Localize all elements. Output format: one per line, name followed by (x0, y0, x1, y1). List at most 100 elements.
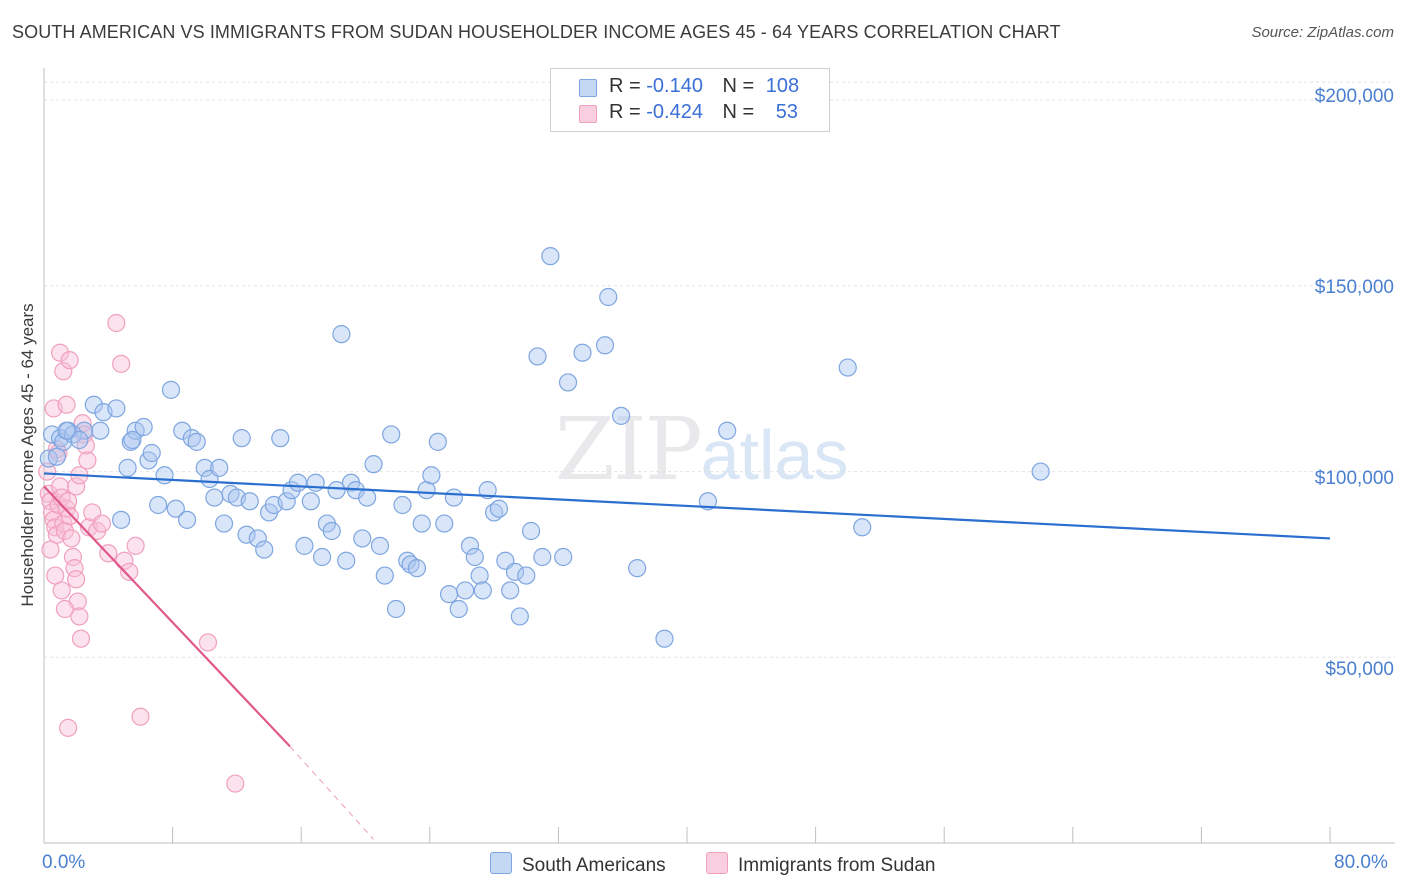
source-label: Source: ZipAtlas.com (1251, 24, 1394, 41)
south-american-point (232, 429, 251, 448)
correlation-legend: R = -0.140 N = 108 R = -0.424 N = 53 (550, 68, 830, 132)
south-american-point (195, 458, 214, 477)
sudan-point (112, 354, 131, 373)
y-tick-label: $200,000 (1314, 86, 1394, 107)
south-american-point (517, 566, 536, 585)
south-american-point (322, 521, 341, 541)
south-american-point (306, 473, 325, 492)
axes (43, 68, 1395, 844)
sudan-point (50, 343, 70, 362)
x-tick-label: 80.0% (1334, 852, 1388, 873)
south-american-point (134, 417, 153, 437)
sudan-point (59, 492, 78, 511)
south-american-point (187, 432, 206, 451)
bottom-legend-label: South Americans (522, 855, 666, 876)
legend-n-value: 108 (765, 75, 800, 97)
south-american-point (177, 510, 197, 529)
sudan-point (115, 551, 134, 570)
sudan-point (92, 514, 111, 533)
sudan-point (60, 351, 79, 370)
south-american-point (214, 514, 234, 533)
south-american-point (255, 540, 274, 559)
south-american-point (364, 455, 383, 474)
south-american-trend-line (43, 472, 1331, 540)
south-american-point (271, 429, 290, 448)
south-american-point (470, 566, 489, 585)
sudan-point (52, 581, 71, 600)
sudan-trend-extension (289, 746, 374, 840)
sudan-point (67, 477, 86, 496)
south-american-point (142, 443, 161, 463)
y-tick-label: $100,000 (1314, 468, 1394, 489)
legend-swatch-blue (579, 79, 597, 97)
south-american-point (465, 547, 484, 567)
south-american-point (386, 599, 406, 619)
sudan-trend-line (43, 485, 291, 748)
south-american-point (573, 343, 592, 362)
legend-n-value: 53 (775, 101, 799, 123)
south-american-point (149, 495, 168, 515)
x-tick-label: 0.0% (42, 852, 86, 873)
south-american-point (412, 514, 431, 533)
south-american-point (277, 492, 296, 511)
south-american-point (628, 559, 647, 578)
south-american-point (353, 529, 372, 548)
sudan-point (70, 607, 89, 626)
south-american-point (161, 380, 181, 399)
legend-r-value: -0.140 (646, 75, 703, 97)
sudan-point (71, 629, 91, 648)
south-american-point (444, 488, 464, 507)
south-american-point (332, 325, 351, 344)
south-american-point (510, 607, 529, 626)
south-american-point (456, 581, 475, 600)
y-tick-label: $150,000 (1314, 277, 1394, 298)
sudan-point (55, 599, 74, 619)
south-american-point (288, 473, 308, 492)
legend-stats: R = -0.424 N = 53 (609, 101, 798, 124)
south-american-point (422, 466, 441, 485)
south-american-point (489, 499, 509, 518)
south-american-point (407, 559, 427, 578)
south-american-point (393, 495, 412, 515)
south-american-point (478, 481, 497, 500)
south-american-point (533, 547, 552, 567)
south-american-point (1031, 462, 1050, 481)
sudan-point (59, 718, 78, 737)
grid-lines (44, 81, 1395, 658)
south-american-point (91, 421, 110, 440)
bottom-legend-label: Immigrants from Sudan (738, 855, 936, 876)
south-american-point (435, 514, 454, 533)
legend-n-label: N = (722, 75, 755, 97)
south-american-point (449, 599, 468, 619)
south-american-point (473, 581, 492, 600)
south-american-point (75, 421, 94, 440)
legend-r-label: R = (609, 75, 641, 97)
south-american-point (173, 421, 192, 440)
trend-lines (43, 472, 1331, 840)
south-american-point (295, 536, 314, 555)
south-american-point (853, 518, 872, 537)
chart-title: SOUTH AMERICAN VS IMMIGRANTS FROM SUDAN … (12, 22, 1061, 42)
sudan-points (38, 313, 245, 793)
south-american-point (107, 399, 126, 418)
south-american-point (655, 629, 674, 648)
sudan-point (60, 507, 79, 526)
sudan-point (126, 536, 145, 555)
south-american-point (327, 481, 346, 500)
legend-swatch-pink (579, 105, 597, 123)
south-american-point (382, 425, 401, 444)
south-american-point (505, 562, 525, 581)
sudan-point (41, 540, 60, 559)
sudan-point (198, 633, 218, 652)
south-american-point (155, 466, 174, 485)
sudan-point (131, 707, 150, 726)
south-american-point (838, 358, 857, 377)
bottom-legend-swatch-pink (706, 852, 728, 874)
sudan-point (67, 570, 86, 589)
south-american-point (70, 430, 89, 450)
south-american-point (439, 585, 459, 604)
south-american-point (521, 521, 541, 541)
legend-row-sudan: R = -0.424 N = 53 (551, 101, 829, 127)
south-american-point (718, 421, 737, 440)
